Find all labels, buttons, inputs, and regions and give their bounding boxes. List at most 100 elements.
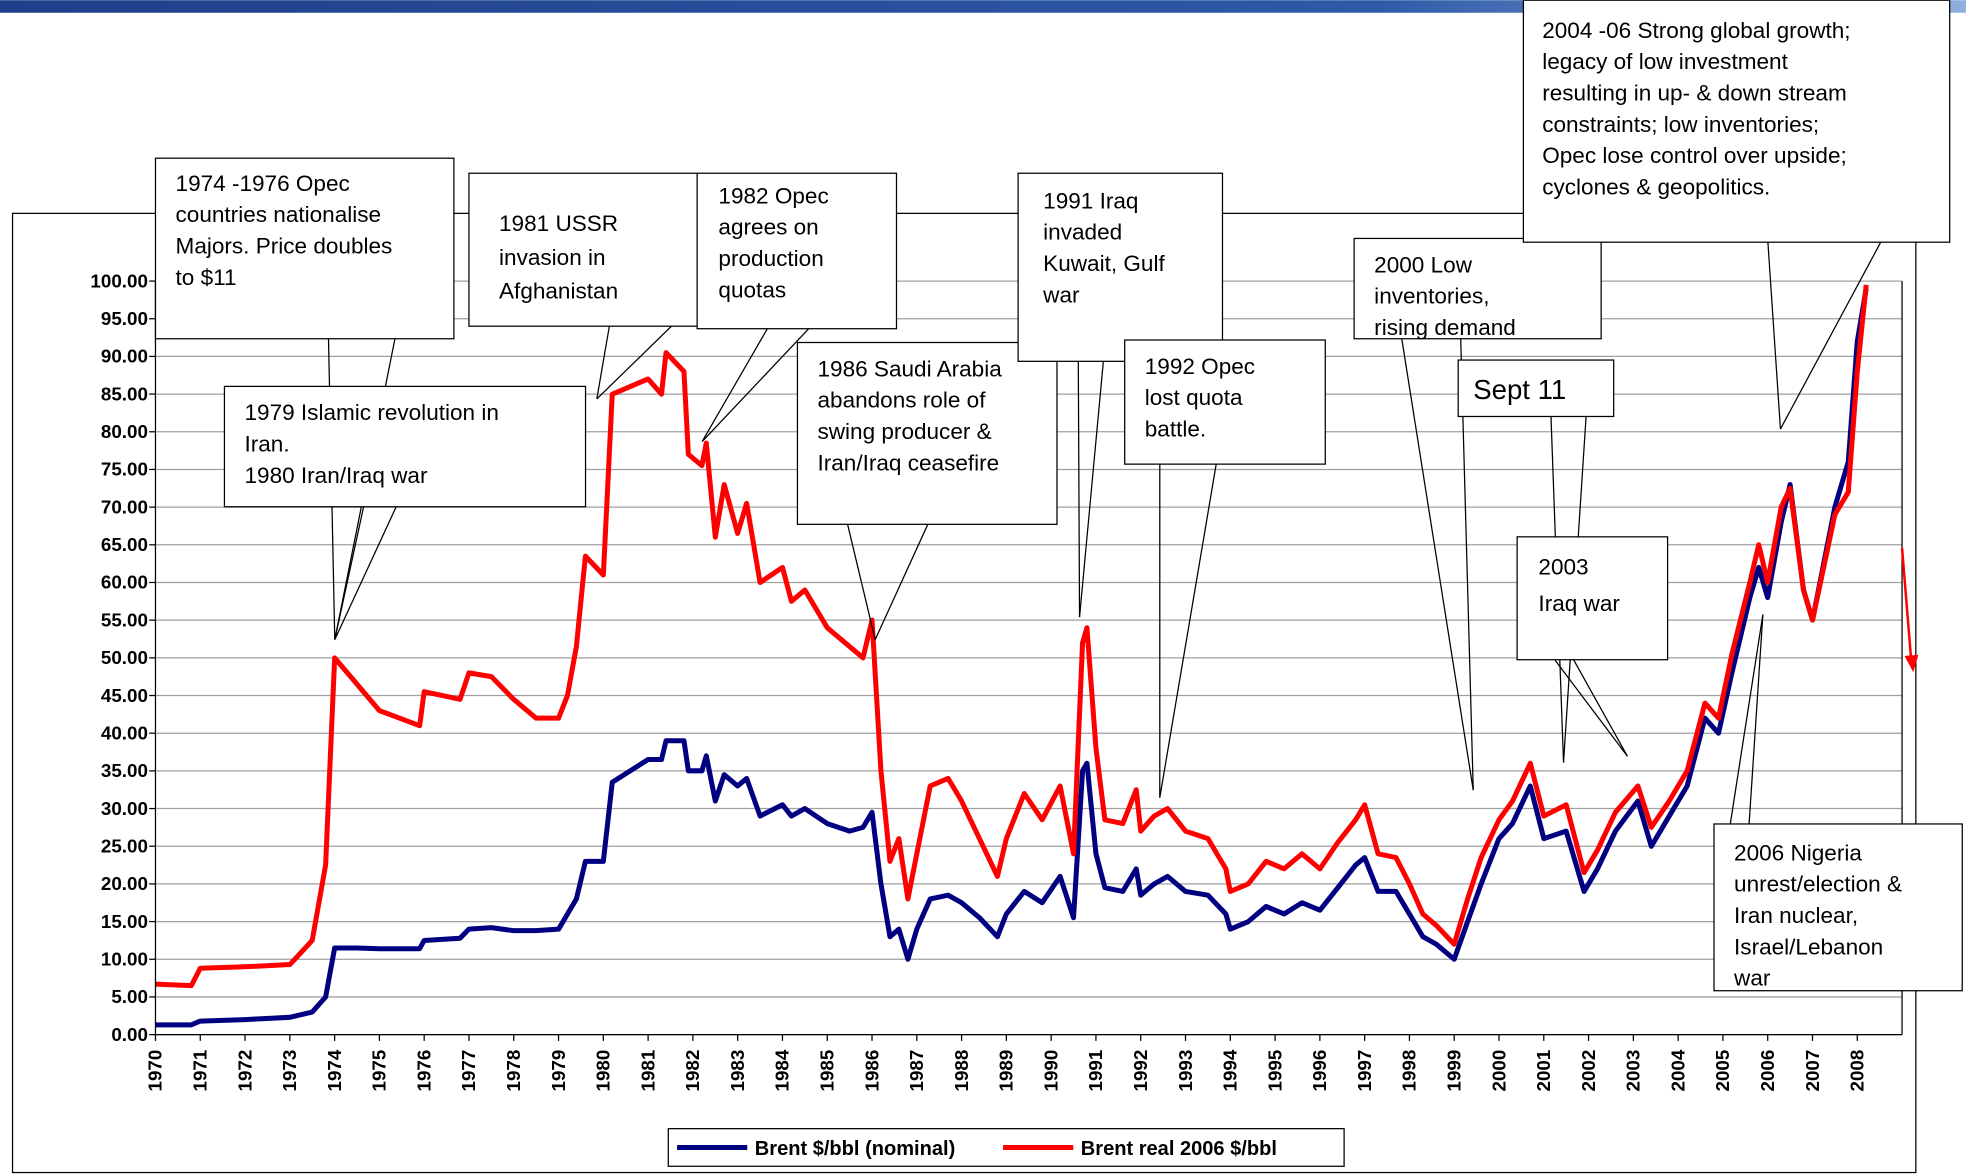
callout-box: [1516, 536, 1669, 661]
annotation-text: Afghanistan: [499, 279, 618, 304]
trend-arrow: [1900, 548, 1913, 657]
y-tick-label: 50.00: [101, 647, 148, 668]
annotation-text: resulting in up- & down stream: [1542, 81, 1847, 106]
annotation-text: Iran.: [244, 432, 289, 457]
annotation-text: Opec lose control over upside;: [1542, 143, 1847, 168]
y-tick-label: 100.00: [90, 270, 148, 291]
x-tick-label: 1974: [324, 1049, 345, 1091]
x-tick-label: 2008: [1847, 1050, 1868, 1092]
header-band: [0, 0, 1966, 13]
annotation-text: battle.: [1145, 417, 1206, 442]
x-tick-label: 1985: [817, 1050, 838, 1092]
annotation-text: 1982 Opec: [718, 183, 828, 208]
data-line: [155, 288, 1869, 1028]
y-tick-label: 5.00: [111, 986, 148, 1007]
callout-pointer: [701, 328, 810, 442]
annotation-text: quotas: [718, 277, 786, 302]
annotation-text: war: [1042, 282, 1080, 307]
x-tick-label: 2002: [1578, 1050, 1599, 1092]
legend-label: Brent real 2006 $/bbl: [1081, 1138, 1277, 1160]
callout-box: [1124, 339, 1326, 465]
x-tick-label: 1986: [861, 1050, 882, 1092]
annotation-text: production: [718, 246, 823, 271]
y-tick-label: 80.00: [101, 421, 148, 442]
callout-pointer: [1078, 361, 1104, 618]
data-line: [155, 284, 1869, 989]
x-tick-label: 1991: [1085, 1050, 1106, 1092]
y-tick-label: 30.00: [101, 798, 148, 819]
callout-pointer: [1077, 361, 1081, 618]
x-tick-label: 1971: [190, 1050, 211, 1092]
x-tick-label: 1979: [548, 1050, 569, 1092]
callout-box: [1353, 237, 1602, 340]
annotation-text: unrest/election &: [1734, 872, 1902, 897]
x-tick-label: 1999: [1443, 1050, 1464, 1092]
annotation-text: war: [1733, 966, 1771, 991]
annotation-text: to $11: [176, 265, 237, 290]
callout-pointer: [1779, 241, 1882, 430]
callout-box: [696, 172, 898, 330]
annotation-text: 1991 Iraq: [1043, 188, 1138, 213]
y-tick-label: 35.00: [101, 760, 148, 781]
y-tick-label: 70.00: [101, 496, 148, 517]
plot-lines: [155, 284, 1869, 1028]
x-tick-label: 1998: [1399, 1050, 1420, 1092]
x-tick-label: 2000: [1488, 1050, 1509, 1092]
callout-pointer: [1748, 614, 1764, 825]
x-tick-label: 2007: [1802, 1050, 1823, 1092]
x-tick-label: 2004: [1667, 1049, 1688, 1091]
callout-pointer: [334, 506, 365, 640]
y-tick-label: 0.00: [111, 1024, 148, 1045]
annotation-text: 1981 USSR: [499, 211, 618, 236]
x-tick-label: 1997: [1354, 1050, 1375, 1092]
x-tick-label: 1993: [1175, 1050, 1196, 1092]
callout-pointer: [1401, 338, 1474, 791]
x-tick-label: 1996: [1309, 1050, 1330, 1092]
callout-pointer: [701, 328, 768, 442]
callout-pointer: [874, 524, 929, 640]
callout-box: [154, 157, 455, 340]
annotation-text: 2000 Low: [1374, 252, 1473, 277]
x-tick-label: 1983: [727, 1050, 748, 1092]
annotation-text: Israel/Lebanon: [1734, 934, 1883, 959]
annotation-text: 1992 Opec: [1145, 354, 1255, 379]
annotation-text: 2006 Nigeria: [1734, 840, 1862, 865]
annotation-text: Majors. Price doubles: [176, 233, 393, 258]
annotation-text: lost quota: [1145, 385, 1243, 410]
annotation-text: constraints; low inventories;: [1542, 112, 1819, 137]
x-tick-label: 1988: [951, 1050, 972, 1092]
callout-pointer: [1767, 242, 1782, 430]
annotation-text: Iran nuclear,: [1734, 903, 1858, 928]
x-tick-label: 1977: [458, 1050, 479, 1092]
annotation-text: abandons role of: [817, 388, 986, 413]
y-tick-label: 85.00: [101, 383, 148, 404]
callout-pointer: [846, 524, 876, 640]
x-tick-label: 1989: [996, 1050, 1017, 1092]
y-tick-label: 20.00: [101, 873, 148, 894]
y-tick-label: 55.00: [101, 609, 148, 630]
callout-box: [1522, 0, 1951, 243]
x-tick-label: 2001: [1533, 1050, 1554, 1092]
x-tick-label: 1978: [503, 1050, 524, 1092]
y-tick-label: 10.00: [101, 949, 148, 970]
annotation-text: 1979 Islamic revolution in: [244, 400, 498, 425]
y-tick-label: 65.00: [101, 534, 148, 555]
callout-box: [1457, 359, 1615, 418]
trend-arrowhead: [1904, 654, 1919, 673]
callout-pointer: [1159, 464, 1217, 798]
x-tick-label: 1981: [637, 1050, 658, 1092]
x-tick-label: 1970: [145, 1050, 166, 1092]
y-tick-label: 15.00: [101, 911, 148, 932]
y-tick-label: 45.00: [101, 685, 148, 706]
x-tick-label: 1995: [1264, 1050, 1285, 1092]
x-tick-label: 1980: [593, 1050, 614, 1092]
x-tick-label: 2006: [1757, 1050, 1778, 1092]
x-tick-label: 1994: [1220, 1049, 1241, 1091]
callout-pointer: [1554, 659, 1628, 757]
callout-box: [468, 172, 698, 327]
x-tick-label: 1992: [1130, 1050, 1151, 1092]
annotation-text: 1974 -1976 Opec: [176, 171, 350, 196]
callout-pointer: [1573, 659, 1629, 757]
legend: Brent $/bbl (nominal) Brent real 2006 $/b…: [667, 1128, 1345, 1167]
